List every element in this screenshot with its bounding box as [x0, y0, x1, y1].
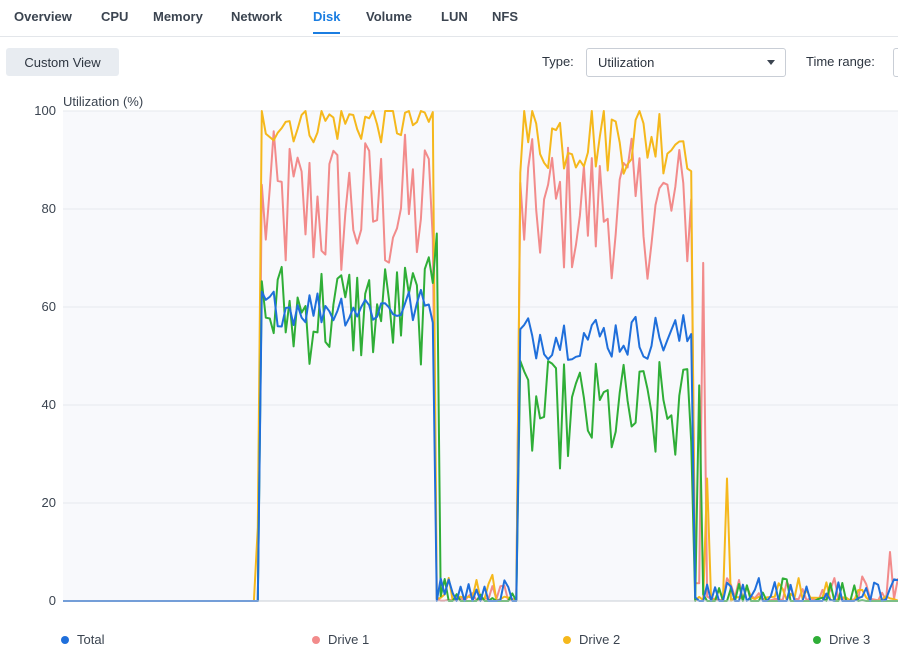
- y-tick-label-100: 100: [34, 103, 56, 118]
- tab-network[interactable]: Network: [231, 9, 283, 24]
- tab-overview[interactable]: Overview: [14, 9, 72, 24]
- tab-bar: Overview CPU Memory Network Disk Volume …: [0, 0, 898, 37]
- utilization-chart: 0 20 40 60 80 100 Utilization (%): [34, 94, 898, 608]
- legend-item-total[interactable]: Total: [61, 632, 104, 647]
- type-label: Type:: [542, 54, 574, 69]
- tab-volume[interactable]: Volume: [366, 9, 412, 24]
- legend-item-drive2[interactable]: Drive 2: [563, 632, 620, 647]
- y-tick-label-0: 0: [49, 593, 56, 608]
- legend-label-drive1: Drive 1: [328, 632, 370, 647]
- y-tick-label-20: 20: [42, 495, 56, 510]
- chevron-down-icon: [767, 60, 775, 65]
- legend-dot-drive1: [312, 635, 320, 644]
- legend-label-drive3: Drive 3: [829, 632, 871, 647]
- custom-view-button[interactable]: Custom View: [6, 48, 119, 76]
- y-axis-ticks: 0 20 40 60 80 100: [34, 103, 56, 608]
- tab-cpu[interactable]: CPU: [101, 9, 129, 24]
- tab-lun[interactable]: LUN: [441, 9, 468, 24]
- legend-dot-drive2: [563, 635, 571, 644]
- legend-item-drive1[interactable]: Drive 1: [312, 632, 369, 647]
- y-axis-label: Utilization (%): [63, 94, 143, 109]
- type-value: Utilization: [598, 55, 655, 70]
- y-tick-label-80: 80: [42, 201, 56, 216]
- custom-view-label: Custom View: [24, 54, 101, 70]
- plot-area: [63, 111, 898, 601]
- legend-item-drive3[interactable]: Drive 3: [813, 632, 870, 647]
- time-range-label: Time range:: [806, 54, 875, 69]
- tab-nfs[interactable]: NFS: [492, 9, 518, 24]
- tab-disk[interactable]: Disk: [313, 9, 341, 34]
- legend-dot-drive3: [813, 635, 821, 644]
- y-tick-label-40: 40: [42, 397, 56, 412]
- legend-dot-total: [61, 635, 69, 644]
- tab-memory[interactable]: Memory: [153, 9, 203, 24]
- legend-label-total: Total: [77, 632, 105, 647]
- legend-label-drive2: Drive 2: [579, 632, 621, 647]
- type-dropdown[interactable]: Utilization: [586, 48, 786, 77]
- time-range-dropdown[interactable]: [893, 48, 898, 77]
- y-tick-label-60: 60: [42, 299, 56, 314]
